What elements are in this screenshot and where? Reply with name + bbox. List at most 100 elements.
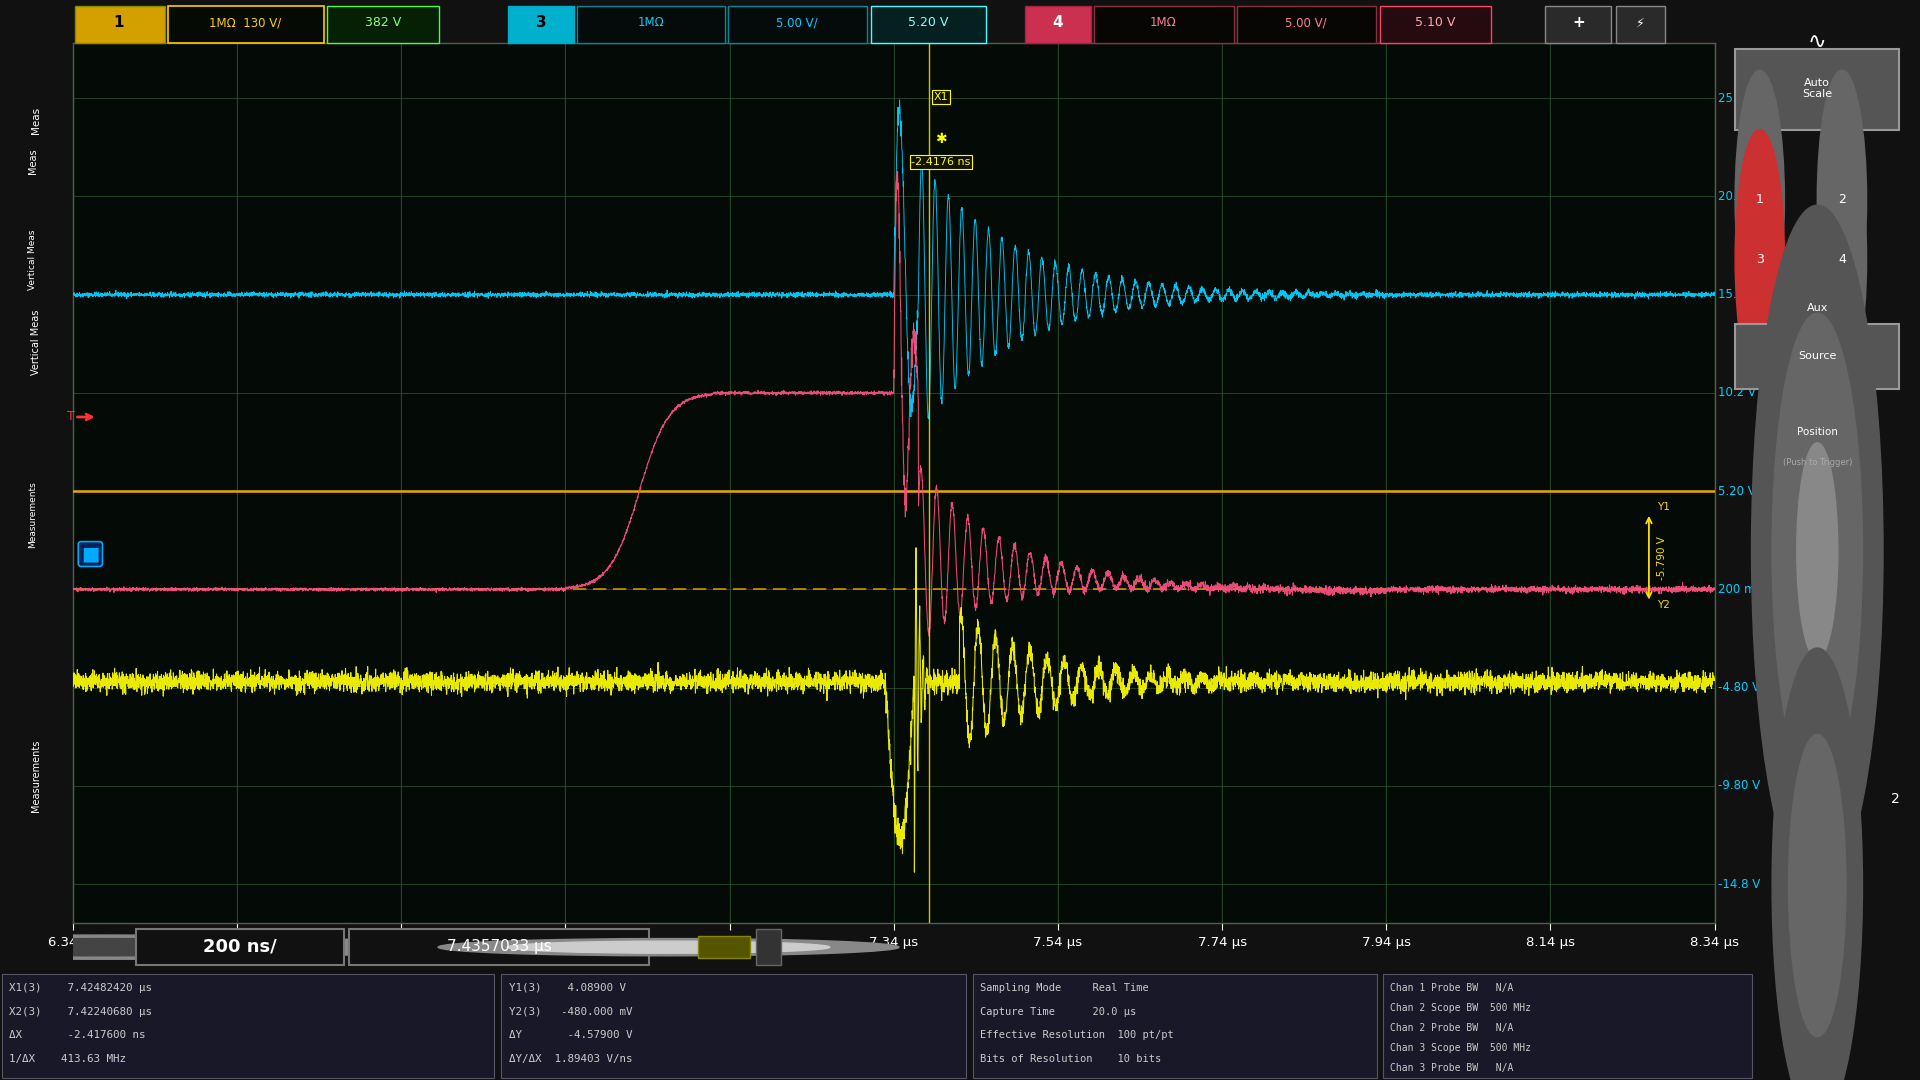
Text: +: + xyxy=(1572,15,1584,30)
Text: -14.8 V: -14.8 V xyxy=(1718,878,1761,891)
Text: Source: Source xyxy=(1799,351,1836,362)
Circle shape xyxy=(1789,734,1845,1037)
Bar xyxy=(136,929,344,966)
Text: Meas: Meas xyxy=(31,107,42,134)
Text: 2: 2 xyxy=(1837,193,1845,206)
Bar xyxy=(1236,6,1377,43)
Text: Effective Resolution  100 pt/pt: Effective Resolution 100 pt/pt xyxy=(981,1030,1173,1040)
Circle shape xyxy=(1797,443,1837,659)
Text: ΔX       -2.417600 ns: ΔX -2.417600 ns xyxy=(10,1030,146,1040)
Text: 5.00 V/: 5.00 V/ xyxy=(1284,16,1327,29)
Text: X2(3)    7.42240680 µs: X2(3) 7.42240680 µs xyxy=(10,1007,152,1016)
Text: Chan 1 Probe BW   N/A: Chan 1 Probe BW N/A xyxy=(1390,983,1513,993)
Bar xyxy=(872,6,985,43)
Text: 1/ΔX    413.63 MHz: 1/ΔX 413.63 MHz xyxy=(10,1054,127,1064)
Text: Capture Time      20.0 µs: Capture Time 20.0 µs xyxy=(981,1007,1137,1016)
Text: 4: 4 xyxy=(1837,253,1845,266)
Text: ΔY       -4.57900 V: ΔY -4.57900 V xyxy=(509,1030,634,1040)
Text: Y1: Y1 xyxy=(1657,502,1670,512)
Text: Sampling Mode     Real Time: Sampling Mode Real Time xyxy=(981,983,1148,993)
Text: 3: 3 xyxy=(1788,862,1797,876)
Text: ✱: ✱ xyxy=(935,132,947,146)
Bar xyxy=(1380,6,1492,43)
Text: 3: 3 xyxy=(536,15,545,30)
Text: 1MΩ  130 V/: 1MΩ 130 V/ xyxy=(209,16,282,29)
Text: 1: 1 xyxy=(113,15,125,30)
Circle shape xyxy=(1772,648,1862,1080)
Text: Chan 2 Probe BW   N/A: Chan 2 Probe BW N/A xyxy=(1390,1023,1513,1032)
Text: 15.2 V: 15.2 V xyxy=(1718,288,1755,301)
Circle shape xyxy=(1816,70,1866,329)
Text: X1: X1 xyxy=(933,92,948,103)
Text: 200 ns/: 200 ns/ xyxy=(204,937,276,956)
Text: -9.80 V: -9.80 V xyxy=(1718,780,1761,793)
Text: 5.10 V: 5.10 V xyxy=(1415,16,1455,29)
Text: 1MΩ: 1MΩ xyxy=(637,16,664,29)
Bar xyxy=(756,929,781,966)
Text: 3: 3 xyxy=(1755,253,1764,266)
Text: Chan 2 Scope BW  500 MHz: Chan 2 Scope BW 500 MHz xyxy=(1390,1002,1530,1013)
Bar xyxy=(1094,6,1233,43)
Text: Measurements: Measurements xyxy=(31,740,42,812)
Bar xyxy=(699,936,751,958)
Bar xyxy=(728,6,868,43)
Text: 382 V: 382 V xyxy=(365,16,401,29)
Text: 1MΩ: 1MΩ xyxy=(1150,16,1177,29)
Bar xyxy=(501,974,966,1078)
Bar xyxy=(328,6,440,43)
Text: -4.80 V: -4.80 V xyxy=(1718,681,1761,694)
Text: Vertical Meas: Vertical Meas xyxy=(31,309,42,375)
Circle shape xyxy=(1772,313,1862,788)
Bar xyxy=(75,6,165,43)
Text: Chan 3 Probe BW   N/A: Chan 3 Probe BW N/A xyxy=(1390,1063,1513,1072)
Circle shape xyxy=(0,935,424,959)
Text: 20.2 V: 20.2 V xyxy=(1718,190,1755,203)
Text: 5.20 V: 5.20 V xyxy=(908,16,948,29)
Text: Auto
Scale: Auto Scale xyxy=(1803,78,1832,99)
Bar xyxy=(1736,49,1899,130)
Bar xyxy=(576,6,724,43)
Text: X1(3)    7.42482420 µs: X1(3) 7.42482420 µs xyxy=(10,983,152,993)
Text: Position: Position xyxy=(1797,427,1837,437)
Text: 4: 4 xyxy=(1052,15,1064,30)
Text: 2: 2 xyxy=(1891,793,1899,806)
Bar xyxy=(1025,6,1091,43)
Circle shape xyxy=(438,939,899,956)
Text: 10.2 V: 10.2 V xyxy=(1718,387,1755,400)
Bar xyxy=(509,6,574,43)
Text: 5.20 V: 5.20 V xyxy=(1718,485,1755,498)
Text: -2.4176 ns: -2.4176 ns xyxy=(912,158,972,167)
Text: 5.00 V/: 5.00 V/ xyxy=(776,16,818,29)
Bar xyxy=(1382,974,1751,1078)
Text: 25.2 V: 25.2 V xyxy=(1718,92,1755,105)
Text: ΔY/ΔX  1.89403 V/ns: ΔY/ΔX 1.89403 V/ns xyxy=(509,1054,634,1064)
Text: 1: 1 xyxy=(1755,193,1764,206)
Text: Meas: Meas xyxy=(27,148,38,174)
Text: 200 mV: 200 mV xyxy=(1718,583,1763,596)
Text: ⚡: ⚡ xyxy=(1636,16,1645,29)
Bar xyxy=(2,974,493,1078)
Bar xyxy=(1617,6,1665,43)
Bar xyxy=(1736,324,1899,389)
Text: 7.4357033 μs: 7.4357033 μs xyxy=(447,939,551,954)
Text: Y2: Y2 xyxy=(1657,600,1670,610)
Circle shape xyxy=(1736,70,1784,329)
Bar xyxy=(169,6,324,43)
Bar xyxy=(973,974,1377,1078)
Circle shape xyxy=(1751,205,1884,896)
Text: Y1(3)    4.08900 V: Y1(3) 4.08900 V xyxy=(509,983,626,993)
Text: ∿: ∿ xyxy=(1809,32,1826,53)
Text: Measurements: Measurements xyxy=(27,482,36,549)
Text: (Push to Trigger): (Push to Trigger) xyxy=(1782,458,1853,467)
Circle shape xyxy=(507,941,829,954)
Text: -5.790 V: -5.790 V xyxy=(1657,536,1667,580)
Bar xyxy=(1546,6,1611,43)
Circle shape xyxy=(1736,130,1784,389)
Text: Vertical Meas: Vertical Meas xyxy=(27,229,36,289)
Text: Aux: Aux xyxy=(1807,302,1828,313)
Text: Chan 3 Scope BW  500 MHz: Chan 3 Scope BW 500 MHz xyxy=(1390,1043,1530,1053)
Bar xyxy=(349,929,649,966)
Circle shape xyxy=(1816,130,1866,389)
Text: Y2(3)   -480.000 mV: Y2(3) -480.000 mV xyxy=(509,1007,634,1016)
Text: ■: ■ xyxy=(81,544,100,564)
